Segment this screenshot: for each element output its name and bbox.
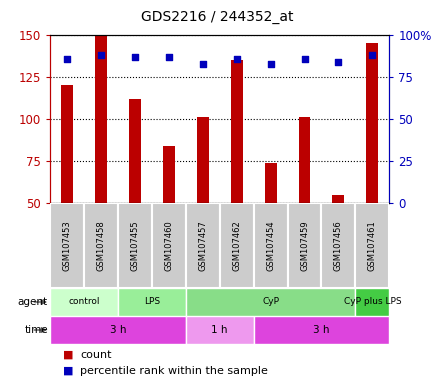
Bar — [151, 203, 185, 288]
Point — [368, 52, 375, 58]
Text: time: time — [24, 325, 48, 335]
Text: ■: ■ — [63, 366, 73, 376]
Text: agent: agent — [18, 297, 48, 307]
Text: CyP: CyP — [261, 298, 279, 306]
Bar — [264, 163, 276, 203]
Point — [63, 55, 70, 61]
Bar — [355, 203, 388, 288]
Point — [199, 61, 206, 67]
Bar — [118, 203, 151, 288]
Bar — [185, 316, 253, 344]
Bar — [321, 203, 355, 288]
Bar — [118, 288, 185, 316]
Bar — [355, 288, 388, 316]
Bar — [61, 85, 73, 203]
Bar — [365, 43, 378, 203]
Point — [97, 52, 104, 58]
Text: GSM107457: GSM107457 — [198, 220, 207, 271]
Text: GSM107461: GSM107461 — [367, 220, 376, 271]
Bar — [332, 195, 344, 203]
Bar — [253, 316, 388, 344]
Bar — [50, 288, 118, 316]
Text: GSM107460: GSM107460 — [164, 220, 173, 271]
Text: GSM107453: GSM107453 — [62, 220, 71, 271]
Bar — [230, 60, 242, 203]
Point — [334, 59, 341, 65]
Point — [300, 55, 307, 61]
Text: 3 h: 3 h — [109, 325, 126, 335]
Text: GSM107455: GSM107455 — [130, 220, 139, 271]
Text: GSM107459: GSM107459 — [299, 220, 308, 271]
Point — [165, 54, 172, 60]
Text: control: control — [68, 298, 99, 306]
Point — [131, 54, 138, 60]
Bar — [128, 99, 141, 203]
Text: GSM107462: GSM107462 — [232, 220, 240, 271]
Bar — [219, 203, 253, 288]
Bar — [50, 316, 185, 344]
Bar — [287, 203, 321, 288]
Point — [233, 55, 240, 61]
Text: ■: ■ — [63, 350, 73, 360]
Bar — [185, 288, 355, 316]
Text: GSM107454: GSM107454 — [266, 220, 274, 271]
Bar — [253, 203, 287, 288]
Text: GSM107458: GSM107458 — [96, 220, 105, 271]
Bar — [162, 146, 174, 203]
Text: 1 h: 1 h — [211, 325, 227, 335]
Point — [266, 61, 273, 67]
Text: 3 h: 3 h — [312, 325, 329, 335]
Text: GDS2216 / 244352_at: GDS2216 / 244352_at — [141, 10, 293, 24]
Text: CyP plus LPS: CyP plus LPS — [343, 298, 400, 306]
Bar — [84, 203, 118, 288]
Bar — [196, 118, 208, 203]
Text: percentile rank within the sample: percentile rank within the sample — [80, 366, 268, 376]
Text: count: count — [80, 350, 112, 360]
Bar — [50, 203, 84, 288]
Bar — [185, 203, 219, 288]
Bar — [95, 35, 107, 203]
Text: GSM107456: GSM107456 — [333, 220, 342, 271]
Bar — [298, 118, 310, 203]
Text: LPS: LPS — [143, 298, 160, 306]
